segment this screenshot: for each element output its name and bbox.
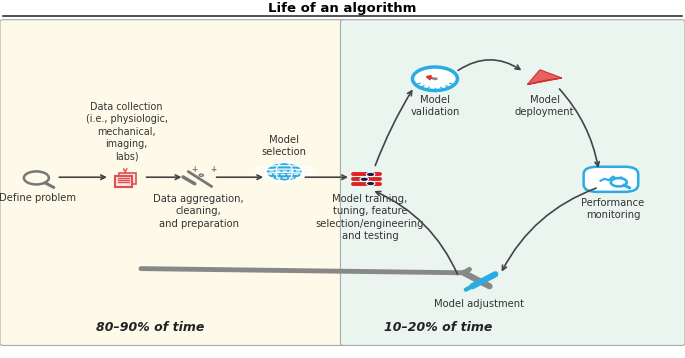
Circle shape [366, 182, 375, 186]
Text: Data collection
(i.e., physiologic,
mechanical,
imaging,
labs): Data collection (i.e., physiologic, mech… [86, 102, 168, 161]
FancyBboxPatch shape [119, 173, 136, 184]
Text: Model
selection: Model selection [262, 135, 307, 157]
Polygon shape [527, 78, 562, 84]
Circle shape [360, 177, 369, 182]
FancyBboxPatch shape [584, 167, 638, 192]
Text: Data aggregation,
cleaning,
and preparation: Data aggregation, cleaning, and preparat… [153, 194, 244, 229]
Text: Model training,
tuning, feature
selection/engineering
and testing: Model training, tuning, feature selectio… [316, 194, 424, 241]
FancyBboxPatch shape [340, 20, 685, 345]
FancyBboxPatch shape [115, 176, 132, 187]
Circle shape [611, 178, 627, 187]
Circle shape [366, 172, 375, 176]
Text: Model adjustment: Model adjustment [434, 299, 525, 309]
Circle shape [266, 162, 303, 182]
Polygon shape [527, 70, 562, 84]
Text: Model
deployment: Model deployment [515, 95, 574, 117]
Text: 80–90% of time: 80–90% of time [96, 321, 204, 334]
Text: Life of an algorithm: Life of an algorithm [269, 3, 416, 15]
Circle shape [432, 77, 438, 80]
Circle shape [412, 67, 458, 91]
Text: +: + [210, 165, 217, 174]
Text: +: + [192, 165, 198, 174]
Text: 10–20% of time: 10–20% of time [384, 321, 492, 334]
Text: Performance
monitoring: Performance monitoring [582, 198, 645, 221]
Text: Define problem: Define problem [0, 193, 76, 203]
Text: Model
validation: Model validation [410, 95, 460, 117]
FancyBboxPatch shape [0, 20, 346, 345]
